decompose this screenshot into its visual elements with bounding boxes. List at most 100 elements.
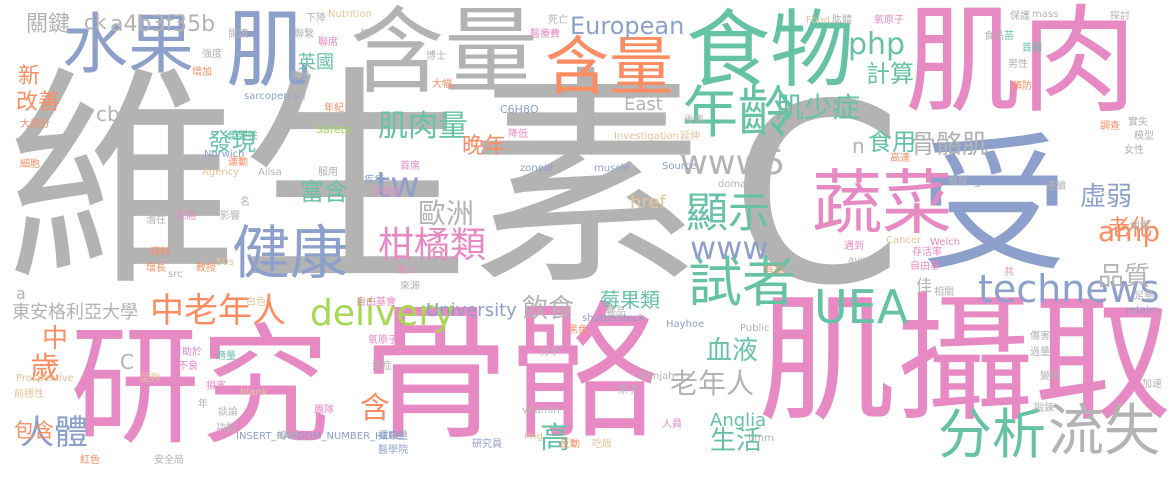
word: bmm: [748, 433, 774, 444]
word: img: [524, 431, 543, 442]
word: 強度: [202, 49, 222, 60]
word: 連續: [1046, 181, 1066, 192]
word: 50s: [216, 257, 234, 268]
word: 佳: [916, 276, 933, 295]
word: 遇到: [844, 241, 864, 252]
word: 名: [240, 197, 250, 208]
word: C6H8O: [500, 103, 539, 116]
word: 服用: [318, 167, 338, 178]
word: 共: [1004, 267, 1014, 278]
word: 首席: [400, 161, 420, 172]
word: 增長: [146, 263, 166, 274]
word: 潛在: [146, 215, 166, 226]
word: 人體: [20, 413, 88, 453]
word: Agency: [202, 167, 240, 178]
word: technews: [978, 267, 1160, 311]
word: 發就: [948, 177, 968, 188]
word: UEA: [814, 280, 909, 334]
word: retain: [1126, 305, 1156, 316]
word: 新: [18, 64, 41, 89]
word: 發現: [208, 128, 256, 156]
word: 吃飯: [592, 439, 612, 450]
word: 食品: [984, 31, 1004, 42]
word: 死亡: [548, 15, 568, 26]
word: 存活率: [912, 247, 942, 258]
word: 天底食: [372, 187, 402, 198]
word: 虛弱: [1080, 182, 1133, 212]
word: 年: [198, 399, 208, 410]
word: 骨骼: [362, 288, 658, 460]
word: 延伸: [680, 131, 700, 142]
word: 品質: [1098, 262, 1151, 292]
word: 水果: [62, 6, 194, 83]
word: www: [690, 229, 769, 267]
word: 反動: [560, 439, 580, 450]
word: 歲: [30, 351, 60, 386]
word: 血液: [706, 336, 759, 366]
word: muscle: [594, 163, 630, 174]
word: 不良: [178, 361, 198, 372]
word: Ailsa: [258, 167, 282, 178]
word: delivery: [310, 293, 455, 334]
word: 研究員: [472, 439, 502, 450]
word: Prospective: [16, 373, 74, 384]
word: 吃: [676, 147, 686, 158]
word: 肌攝取: [758, 280, 1173, 441]
word: 有助於: [172, 347, 202, 358]
word: 包含: [14, 418, 54, 442]
word: domain: [718, 179, 756, 190]
word: 減少: [396, 265, 416, 276]
word: 高: [540, 421, 570, 456]
word: 男性: [1008, 59, 1028, 70]
word: vitamin: [522, 405, 560, 416]
word: 氧原子: [874, 15, 904, 26]
word: Investigation: [614, 131, 679, 142]
word: mass: [1032, 9, 1059, 20]
word: 導致: [278, 431, 298, 442]
word: php: [848, 27, 906, 62]
word: 蔬菜: [812, 162, 952, 244]
word: 生活: [710, 426, 763, 456]
word: 肌肉: [905, 0, 1137, 129]
word: 傷害: [1030, 331, 1050, 342]
word: Anglia: [710, 410, 767, 431]
word: 食物: [686, 1, 855, 99]
word: Welch: [930, 237, 961, 248]
word: 足量: [1134, 291, 1154, 302]
word: 老化: [1108, 216, 1153, 241]
word: 醫學院: [378, 445, 408, 456]
word: 柑橘類: [378, 225, 487, 266]
word: avw: [848, 255, 869, 266]
word: 富含: [300, 178, 348, 206]
word: target: [960, 177, 991, 188]
word: 年齡: [682, 81, 794, 146]
word: Source: [662, 161, 697, 172]
word: 模型: [1134, 131, 1154, 142]
word: 預防: [1012, 81, 1032, 92]
word: 前穩性: [14, 389, 44, 400]
word: 原子: [618, 385, 638, 396]
word: Public: [740, 323, 770, 334]
word: 藝品: [606, 307, 626, 318]
word: 含: [360, 391, 390, 426]
word: 團隊: [314, 405, 334, 416]
word: 運動: [228, 157, 248, 168]
word: Norwich: [204, 149, 245, 160]
word: 博士: [426, 51, 446, 62]
word: 補充: [380, 347, 400, 358]
word: 食用: [868, 128, 916, 156]
word: Nutrition: [328, 9, 372, 20]
word: 聯繫: [294, 29, 314, 40]
word: 研究: [70, 311, 331, 463]
word: href: [630, 192, 666, 213]
word: 來源: [400, 281, 420, 292]
word: 增加: [192, 67, 212, 78]
word: C: [120, 350, 134, 374]
word: 肌醫: [286, 91, 306, 102]
word: Hayhoe: [666, 319, 705, 330]
word: 時: [352, 83, 362, 94]
word: 分析: [938, 403, 1046, 466]
word: 含量: [545, 31, 673, 105]
word: 飲食: [522, 294, 575, 324]
